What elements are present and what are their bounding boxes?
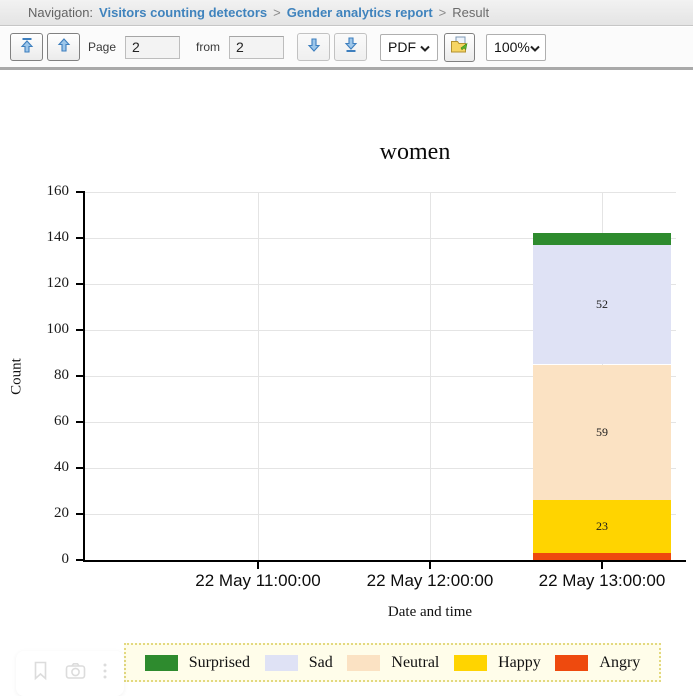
h-gridline — [85, 375, 676, 377]
legend-item-happy: Happy — [454, 654, 541, 672]
legend-label: Surprised — [188, 653, 251, 671]
legend-item-sad: Sad — [264, 653, 333, 672]
chart-legend: Surprised Sad Neutral Happy Angry — [124, 643, 661, 682]
x-tick-mark — [429, 562, 431, 569]
breadcrumb-separator: > — [438, 5, 447, 20]
export-folder-icon — [450, 36, 470, 59]
export-format-select[interactable]: PDF — [380, 33, 439, 61]
y-tick-mark — [76, 421, 85, 423]
x-tick-mark — [257, 562, 259, 569]
arrow-down-icon — [306, 37, 322, 58]
export-format-value: PDF — [388, 39, 417, 55]
h-gridline — [85, 421, 676, 423]
y-tick-label: 160 — [46, 183, 70, 199]
export-button[interactable] — [444, 32, 476, 62]
arrow-up-icon — [56, 37, 72, 58]
bar-value-label: 52 — [596, 297, 608, 312]
h-gridline — [85, 237, 676, 239]
legend-swatch — [347, 654, 381, 671]
arrow-down-to-bar-icon — [343, 36, 359, 58]
h-gridline — [85, 513, 676, 515]
y-tick-label: 40 — [54, 459, 69, 475]
chart-title: women — [379, 139, 451, 165]
kebab-menu-icon[interactable] — [102, 661, 108, 686]
bar-segment-happy: 23 — [533, 500, 671, 554]
next-page-button[interactable] — [297, 33, 331, 61]
x-tick-label: 22 May 13:00:00 — [538, 571, 666, 590]
breadcrumb-current: Result — [452, 5, 490, 20]
current-page-input[interactable] — [125, 35, 181, 59]
y-tick-label: 20 — [54, 505, 69, 521]
y-tick-mark — [76, 559, 85, 561]
legend-swatch — [454, 654, 488, 671]
previous-page-button[interactable] — [47, 33, 80, 61]
zoom-level-value: 100% — [494, 39, 530, 55]
v-gridline — [257, 192, 259, 560]
breadcrumb-link-detectors[interactable]: Visitors counting detectors — [99, 5, 268, 20]
overlay-toolbar — [16, 651, 124, 696]
y-tick-mark — [76, 513, 85, 515]
y-axis-line — [83, 192, 85, 562]
y-tick-label: 140 — [46, 229, 70, 245]
legend-item-neutral: Neutral — [347, 654, 439, 672]
page-label: Page — [88, 40, 117, 54]
breadcrumb: Navigation: Visitors counting detectors … — [0, 0, 693, 26]
breadcrumb-separator: > — [273, 5, 281, 20]
y-tick-label: 100 — [46, 321, 70, 337]
chevron-down-icon — [420, 39, 430, 55]
y-tick-label: 60 — [54, 413, 69, 429]
y-tick-label: 120 — [46, 275, 70, 291]
total-pages-input[interactable] — [229, 35, 285, 59]
y-tick-mark — [76, 375, 85, 377]
breadcrumb-link-report[interactable]: Gender analytics report — [286, 5, 433, 20]
bar-segment-angry — [533, 553, 671, 560]
y-tick-label: 0 — [61, 551, 70, 567]
breadcrumb-prefix: Navigation: — [28, 5, 94, 20]
legend-label: Sad — [308, 653, 333, 671]
legend-swatch — [144, 654, 178, 671]
y-tick-mark — [76, 283, 85, 285]
bar-segment-neutral: 59 — [533, 364, 671, 501]
h-gridline — [85, 329, 676, 331]
legend-label: Happy — [498, 653, 541, 671]
last-page-button[interactable] — [334, 33, 368, 61]
y-tick-mark — [76, 237, 85, 239]
x-axis-title: Date and time — [387, 604, 473, 620]
chevron-down-icon — [530, 39, 540, 55]
legend-swatch — [555, 654, 589, 671]
y-tick-label: 80 — [54, 367, 69, 383]
zoom-level-select[interactable]: 100% — [486, 33, 547, 61]
y-tick-mark — [76, 329, 85, 331]
v-gridline — [601, 192, 603, 560]
x-axis-line — [83, 560, 686, 562]
bar-segment-sad: 52 — [533, 244, 671, 365]
h-gridline — [85, 191, 676, 193]
legend-label: Neutral — [391, 653, 440, 671]
legend-swatch — [264, 654, 298, 671]
legend-label: Angry — [599, 653, 641, 671]
bar-value-label: 23 — [596, 519, 608, 534]
h-gridline — [85, 467, 676, 469]
from-label: from — [196, 40, 221, 54]
v-gridline — [429, 192, 431, 560]
y-axis-title: Count — [8, 358, 25, 395]
bookmark-icon[interactable] — [32, 661, 49, 686]
arrow-up-to-bar-icon — [19, 37, 35, 58]
first-page-button[interactable] — [10, 33, 43, 61]
h-gridline — [85, 283, 676, 285]
camera-icon[interactable] — [65, 662, 86, 685]
bar-value-label: 59 — [596, 424, 608, 439]
x-tick-label: 22 May 11:00:00 — [195, 571, 321, 590]
x-tick-label: 22 May 12:00:00 — [366, 571, 494, 590]
pagination-toolbar: Page from PDF — [0, 27, 693, 70]
legend-item-surprised: Surprised — [144, 653, 251, 672]
y-tick-mark — [76, 467, 85, 469]
legend-item-angry: Angry — [555, 654, 640, 672]
bar-segment-surprised — [533, 233, 671, 245]
x-tick-mark — [601, 562, 603, 569]
y-tick-mark — [76, 191, 85, 193]
